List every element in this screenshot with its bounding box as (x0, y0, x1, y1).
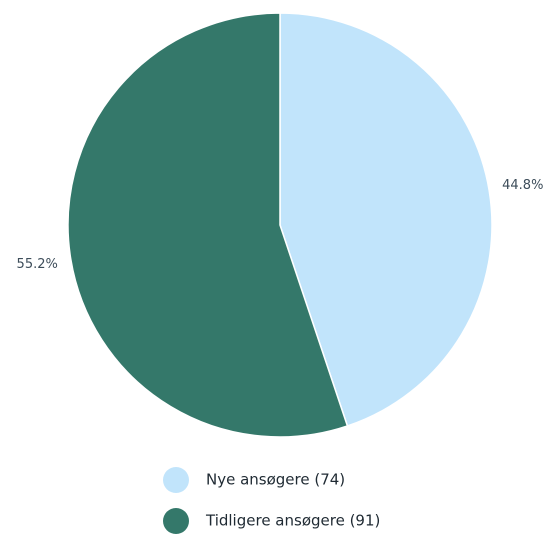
pie-slice-1 (279, 12, 493, 427)
pie-slice-2 (67, 12, 349, 438)
legend: Nye ansøgere (74) Tidligere ansøgere (91) (163, 467, 380, 534)
legend-label-1: Nye ansøgere (74) (206, 471, 345, 489)
legend-item-1: Nye ansøgere (74) (163, 467, 345, 493)
slice-percent-label-2: 55.2% (17, 257, 58, 272)
slice-percent-label-1: 44.8% (502, 178, 543, 193)
pie-slices (67, 12, 493, 438)
legend-swatch-1 (163, 467, 189, 493)
slice-labels: 44.8% 55.2% (17, 178, 544, 272)
legend-swatch-2 (163, 508, 189, 534)
legend-item-2: Tidligere ansøgere (91) (163, 508, 380, 534)
legend-label-2: Tidligere ansøgere (91) (205, 512, 380, 530)
